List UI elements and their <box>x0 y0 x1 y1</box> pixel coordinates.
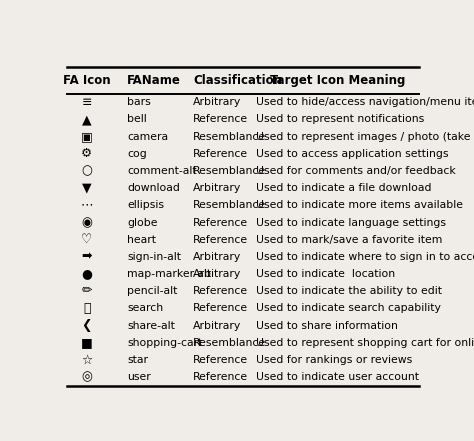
Text: ✏: ✏ <box>82 285 92 298</box>
Text: ⚙: ⚙ <box>81 147 92 160</box>
Text: ▼: ▼ <box>82 182 91 194</box>
Text: Reference: Reference <box>193 235 248 245</box>
Text: Used to represent notifications: Used to represent notifications <box>256 114 424 124</box>
Text: download: download <box>127 183 180 193</box>
Text: ●: ● <box>82 268 92 280</box>
Text: Resemblance: Resemblance <box>193 200 266 210</box>
Text: ⌕: ⌕ <box>83 302 91 315</box>
Text: Used to indicate the ability to edit: Used to indicate the ability to edit <box>256 286 442 296</box>
Text: Reference: Reference <box>193 217 248 228</box>
Text: Arbitrary: Arbitrary <box>193 97 242 107</box>
Text: pencil-alt: pencil-alt <box>127 286 178 296</box>
Text: Reference: Reference <box>193 303 248 314</box>
Text: Reference: Reference <box>193 114 248 124</box>
Text: ➡: ➡ <box>82 250 92 263</box>
Text: globe: globe <box>127 217 158 228</box>
Text: Reference: Reference <box>193 149 248 159</box>
Text: Arbitrary: Arbitrary <box>193 269 242 279</box>
Text: ○: ○ <box>82 164 92 177</box>
Text: Classification: Classification <box>193 74 283 86</box>
Text: comment-alt: comment-alt <box>127 166 197 176</box>
Text: Used to indicate user account: Used to indicate user account <box>256 372 419 382</box>
Text: ▣: ▣ <box>81 130 93 143</box>
Text: Reference: Reference <box>193 355 248 365</box>
Text: Used for rankings or reviews: Used for rankings or reviews <box>256 355 412 365</box>
Text: ⋯: ⋯ <box>81 199 93 212</box>
Text: shopping-cart: shopping-cart <box>127 338 202 348</box>
Text: Resemblance: Resemblance <box>193 338 266 348</box>
Text: search: search <box>127 303 164 314</box>
Text: ♡: ♡ <box>81 233 92 246</box>
Text: Used to mark/save a favorite item: Used to mark/save a favorite item <box>256 235 442 245</box>
Text: Target Icon Meaning: Target Icon Meaning <box>271 74 406 86</box>
Text: Resemblance: Resemblance <box>193 166 266 176</box>
Text: Resemblance: Resemblance <box>193 131 266 142</box>
Text: ≡: ≡ <box>82 96 92 109</box>
Text: ◉: ◉ <box>82 216 92 229</box>
Text: Used to represent images / photo (take or upload): Used to represent images / photo (take o… <box>256 131 474 142</box>
Text: ◎: ◎ <box>82 370 92 384</box>
Text: ellipsis: ellipsis <box>127 200 164 210</box>
Text: Used to indicate a file download: Used to indicate a file download <box>256 183 431 193</box>
Text: Used to share information: Used to share information <box>256 321 398 331</box>
Text: Used for comments and/or feedback: Used for comments and/or feedback <box>256 166 456 176</box>
Text: Used to represent shopping cart for online retail: Used to represent shopping cart for onli… <box>256 338 474 348</box>
Text: Arbitrary: Arbitrary <box>193 252 242 262</box>
Text: FA Icon: FA Icon <box>63 74 110 86</box>
Text: ■: ■ <box>81 336 93 349</box>
Text: ▲: ▲ <box>82 113 91 126</box>
Text: map-marker-alt: map-marker-alt <box>127 269 211 279</box>
Text: bars: bars <box>127 97 151 107</box>
Text: sign-in-alt: sign-in-alt <box>127 252 181 262</box>
Text: ❮: ❮ <box>82 319 92 332</box>
Text: cog: cog <box>127 149 147 159</box>
Text: Arbitrary: Arbitrary <box>193 183 242 193</box>
Text: Used to indicate language settings: Used to indicate language settings <box>256 217 446 228</box>
Text: FAName: FAName <box>127 74 181 86</box>
Text: Used to indicate where to sign in to account: Used to indicate where to sign in to acc… <box>256 252 474 262</box>
Text: Used to access application settings: Used to access application settings <box>256 149 448 159</box>
Text: ☆: ☆ <box>81 353 92 366</box>
Text: Arbitrary: Arbitrary <box>193 321 242 331</box>
Text: user: user <box>127 372 151 382</box>
Text: bell: bell <box>127 114 147 124</box>
Text: Used to indicate more items available: Used to indicate more items available <box>256 200 463 210</box>
Text: heart: heart <box>127 235 156 245</box>
Text: star: star <box>127 355 148 365</box>
Text: camera: camera <box>127 131 168 142</box>
Text: Used to indicate search capability: Used to indicate search capability <box>256 303 441 314</box>
Text: Used to indicate  location: Used to indicate location <box>256 269 395 279</box>
Text: share-alt: share-alt <box>127 321 175 331</box>
Text: Reference: Reference <box>193 372 248 382</box>
Text: Used to hide/access navigation/menu item: Used to hide/access navigation/menu item <box>256 97 474 107</box>
Text: Reference: Reference <box>193 286 248 296</box>
